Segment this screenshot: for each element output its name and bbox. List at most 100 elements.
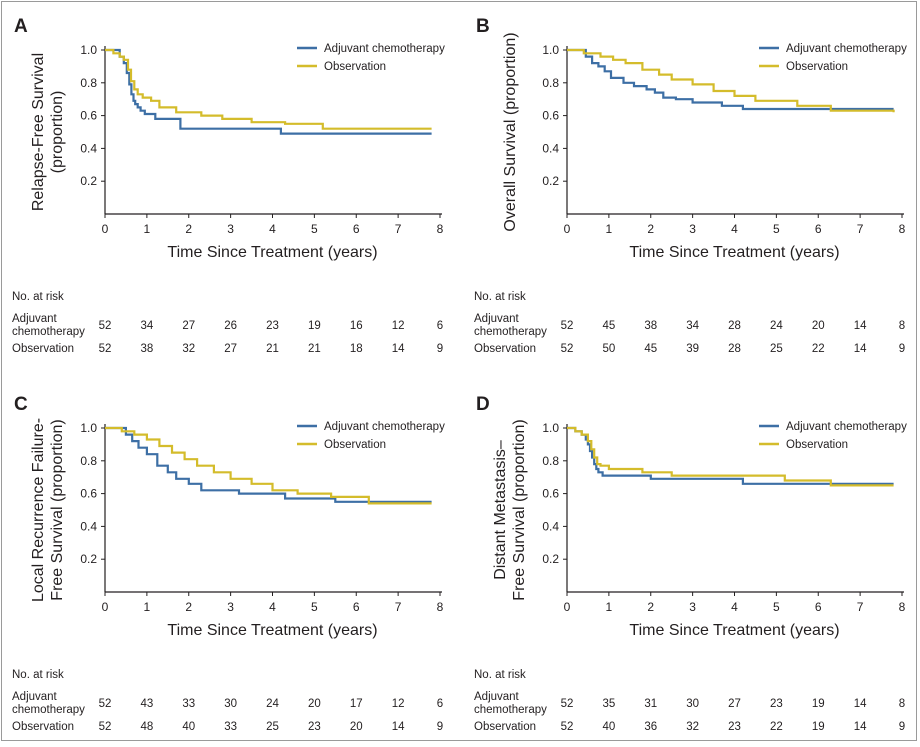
risk-count: 12 (392, 320, 405, 332)
risk-count: 52 (561, 320, 574, 332)
risk-count: 6 (437, 698, 443, 710)
risk-row-label: Observation (12, 721, 74, 733)
x-tick-label: 2 (185, 600, 192, 614)
y-tick-label: 0.6 (542, 487, 559, 501)
series-line-adjuvant (567, 48, 894, 111)
risk-count: 35 (602, 698, 615, 710)
risk-count: 48 (140, 721, 153, 733)
risk-row-label: Adjuvant (12, 691, 58, 703)
series-line-observation (105, 48, 432, 130)
x-tick-label: 3 (227, 222, 234, 236)
risk-count: 40 (602, 721, 615, 733)
risk-count: 14 (392, 343, 405, 355)
risk-count: 8 (899, 698, 905, 710)
risk-count: 26 (224, 320, 237, 332)
risk-count: 17 (350, 698, 363, 710)
y-tick-label: 0.6 (542, 109, 559, 123)
risk-row-label: Observation (12, 343, 74, 355)
risk-count: 21 (266, 343, 279, 355)
risk-count: 45 (644, 343, 657, 355)
risk-count: 23 (728, 721, 741, 733)
risk-count: 22 (770, 721, 783, 733)
risk-table-title: No. at risk (12, 669, 64, 681)
series-line-observation (105, 426, 432, 505)
risk-count: 28 (728, 343, 741, 355)
x-axis-label: Time Since Treatment (years) (629, 244, 839, 261)
risk-count: 52 (99, 320, 112, 332)
legend-label: Observation (786, 61, 848, 73)
risk-count: 6 (437, 320, 443, 332)
legend-label: Observation (324, 439, 386, 451)
risk-count: 38 (140, 343, 153, 355)
risk-count: 9 (899, 721, 905, 733)
risk-count: 52 (561, 721, 574, 733)
x-tick-label: 6 (815, 222, 822, 236)
risk-count: 8 (899, 320, 905, 332)
x-tick-label: 4 (269, 600, 276, 614)
y-axis-label-line1: Distant Metastasis– (492, 440, 509, 580)
x-tick-label: 0 (564, 222, 571, 236)
risk-count: 52 (99, 721, 112, 733)
x-tick-label: 5 (773, 600, 780, 614)
x-tick-label: 3 (689, 222, 696, 236)
risk-count: 34 (140, 320, 153, 332)
risk-count: 9 (899, 343, 905, 355)
risk-count: 39 (686, 343, 699, 355)
risk-count: 20 (812, 320, 825, 332)
x-axis-label: Time Since Treatment (years) (629, 622, 839, 639)
y-axis-label: Overall Survival (proportion) (502, 32, 519, 231)
risk-count: 34 (686, 320, 699, 332)
x-tick-label: 1 (606, 600, 613, 614)
legend-label: Observation (786, 439, 848, 451)
y-axis-label-line2: (proportion) (49, 91, 66, 174)
risk-count: 27 (728, 698, 741, 710)
risk-count: 24 (770, 320, 783, 332)
risk-row-label: Observation (474, 721, 536, 733)
risk-count: 31 (644, 698, 657, 710)
risk-count: 21 (308, 343, 321, 355)
risk-count: 20 (350, 721, 363, 733)
x-tick-label: 7 (857, 222, 864, 236)
panel-letter: D (476, 394, 490, 415)
risk-count: 50 (602, 343, 615, 355)
risk-count: 28 (728, 320, 741, 332)
x-axis-label: Time Since Treatment (years) (167, 244, 377, 261)
x-tick-label: 6 (815, 600, 822, 614)
risk-count: 12 (392, 698, 405, 710)
risk-count: 22 (812, 343, 825, 355)
risk-count: 30 (686, 698, 699, 710)
series-line-observation (567, 426, 894, 487)
y-tick-label: 0.6 (80, 487, 97, 501)
y-tick-label: 0.2 (542, 174, 559, 188)
x-tick-label: 3 (689, 600, 696, 614)
risk-count: 23 (770, 698, 783, 710)
y-tick-label: 0.2 (80, 174, 97, 188)
x-tick-label: 5 (773, 222, 780, 236)
risk-count: 52 (99, 698, 112, 710)
y-tick-label: 0.8 (542, 454, 559, 468)
y-tick-label: 1.0 (542, 43, 559, 57)
risk-count: 40 (182, 721, 195, 733)
risk-count: 20 (308, 698, 321, 710)
x-axis-label: Time Since Treatment (years) (167, 622, 377, 639)
risk-count: 23 (266, 320, 279, 332)
risk-count: 9 (437, 721, 443, 733)
risk-count: 30 (224, 698, 237, 710)
x-tick-label: 4 (269, 222, 276, 236)
risk-count: 45 (602, 320, 615, 332)
risk-table-title: No. at risk (12, 291, 64, 303)
series-line-adjuvant (105, 426, 432, 503)
x-tick-label: 2 (185, 222, 192, 236)
x-tick-label: 0 (564, 600, 571, 614)
risk-count: 19 (308, 320, 321, 332)
y-axis-label-line1: Local Recurrence Failure- (30, 418, 47, 602)
risk-table-title: No. at risk (474, 669, 526, 681)
x-tick-label: 1 (144, 222, 151, 236)
x-tick-label: 4 (731, 222, 738, 236)
risk-count: 52 (99, 343, 112, 355)
x-tick-label: 6 (353, 600, 360, 614)
x-tick-label: 8 (899, 600, 906, 614)
y-tick-label: 0.8 (80, 76, 97, 90)
legend-label: Adjuvant chemotherapy (786, 43, 907, 55)
